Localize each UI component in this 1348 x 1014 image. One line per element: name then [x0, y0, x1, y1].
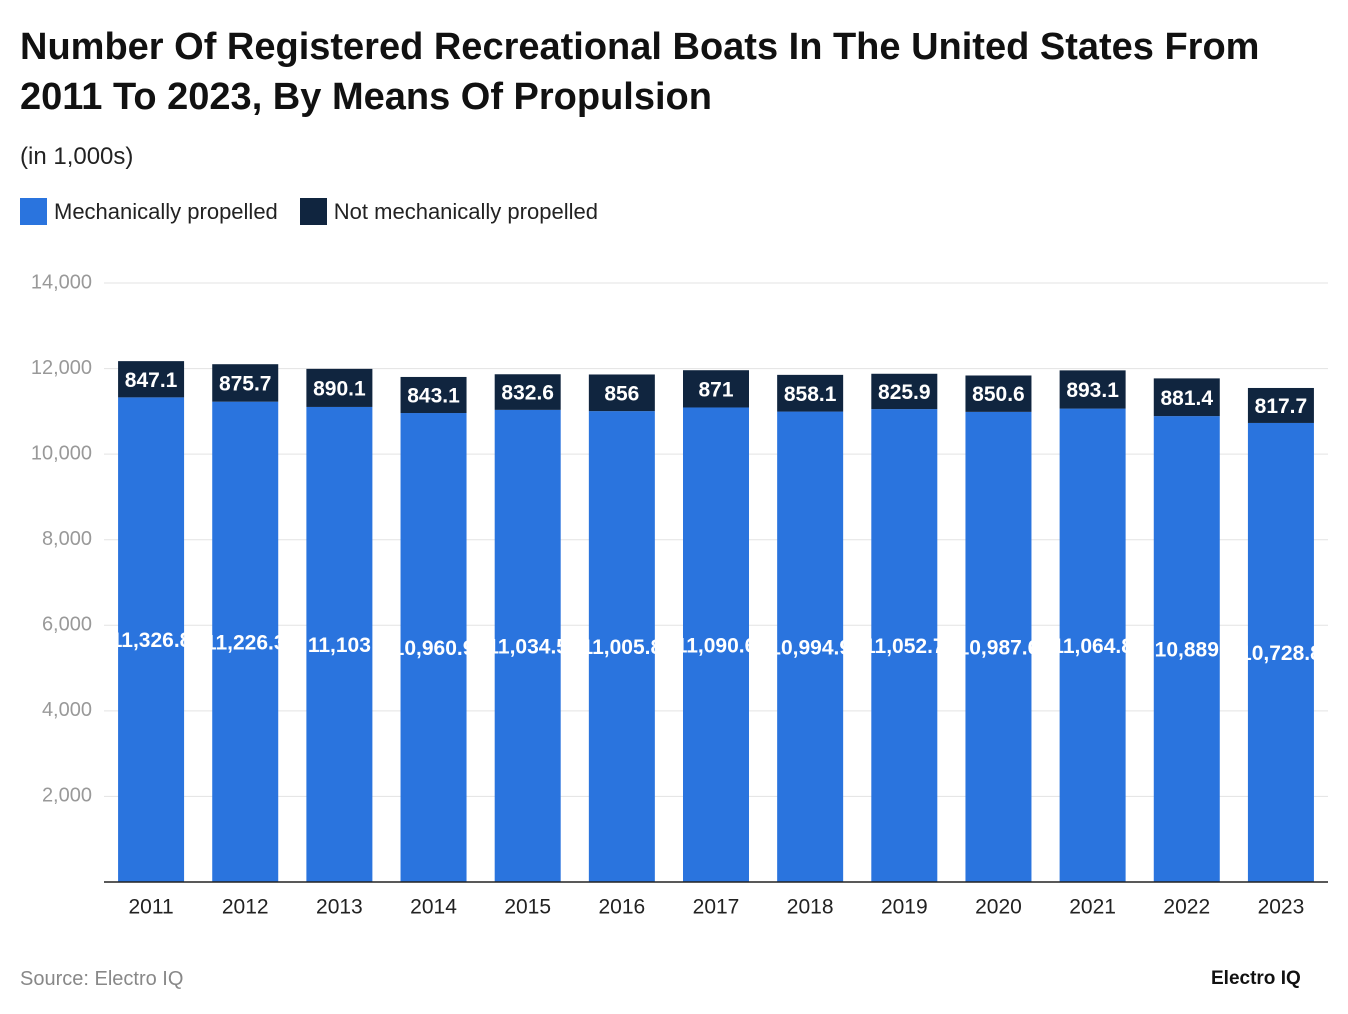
- bar-segment: [1153, 378, 1220, 417]
- bar-segment: [118, 397, 185, 882]
- legend-label: Mechanically propelled: [54, 198, 278, 224]
- data-label: 893.1: [1066, 379, 1119, 402]
- legend-item: Mechanically propelled: [20, 198, 278, 225]
- data-label: 843.1: [407, 385, 460, 408]
- data-label: 11,005.8: [582, 636, 663, 659]
- y-tick-label: 10,000: [31, 442, 92, 464]
- bar-segment: [871, 409, 938, 882]
- data-label: 875.7: [219, 372, 272, 395]
- data-label: 847.1: [125, 369, 178, 392]
- x-tick-label: 2017: [693, 896, 740, 919]
- bar-segment: [1153, 416, 1220, 882]
- y-tick-label: 4,000: [42, 699, 92, 721]
- bar-segment: [1247, 387, 1314, 423]
- data-label: 10,987.6: [958, 636, 1040, 659]
- bar-segment: [588, 411, 655, 882]
- bar-segment: [494, 374, 561, 410]
- x-tick-label: 2013: [316, 896, 363, 919]
- data-label: 11,052.7: [864, 635, 945, 658]
- bar-segment: [212, 364, 279, 402]
- data-label: 825.9: [878, 381, 931, 404]
- bar-segment: [777, 411, 844, 882]
- brand: Electro IQ: [1211, 968, 1301, 989]
- x-tick-label: 2014: [410, 896, 457, 919]
- bar-segment: [1059, 370, 1126, 409]
- data-label: 10,889: [1155, 639, 1219, 662]
- bar-segment: [118, 361, 185, 398]
- data-label: 881.4: [1160, 387, 1213, 410]
- legend-swatch: [299, 198, 327, 225]
- bar-segment: [777, 374, 844, 412]
- chart: 2,000 4,000 6,000 8,000 10,000 12,000 14,000 11…: [31, 271, 1328, 919]
- bar-segment: [871, 373, 938, 410]
- y-tick-label: 6,000: [42, 614, 92, 636]
- bar-segment: [965, 375, 1032, 412]
- bar-segment: [212, 401, 279, 882]
- data-label: 11,103: [308, 634, 371, 657]
- data-label: 11,226.3: [205, 631, 286, 654]
- data-label: 817.7: [1255, 395, 1308, 418]
- y-tick-label: 12,000: [31, 357, 92, 379]
- legend: Mechanically propelled Not mechanically p…: [20, 198, 598, 225]
- y-tick-label: 2,000: [42, 785, 92, 807]
- data-label: 11,064.8: [1052, 635, 1133, 658]
- y-tick-label: 14,000: [31, 271, 92, 293]
- data-label: 858.1: [784, 383, 837, 406]
- data-label: 11,326.8: [111, 629, 192, 652]
- bar-segment: [1247, 422, 1314, 882]
- data-label: 10,994.9: [769, 636, 851, 659]
- data-label: 871: [698, 378, 733, 401]
- data-label: 856: [604, 382, 639, 405]
- x-tick-label: 2022: [1163, 896, 1210, 919]
- y-tick-label: 8,000: [42, 528, 92, 550]
- chart-subtitle: (in 1,000s): [20, 143, 134, 170]
- x-tick-label: 2011: [128, 896, 173, 919]
- bar-segment: [400, 376, 467, 414]
- bar-segment: [683, 370, 749, 408]
- x-tick-label: 2012: [222, 896, 269, 919]
- legend-item: Not mechanically propelled: [299, 198, 598, 225]
- data-label: 11,090.6: [676, 634, 757, 657]
- bar-segment: [965, 411, 1032, 882]
- bar-segment: [588, 374, 655, 412]
- source: Source: Electro IQ: [20, 968, 184, 990]
- legend-label: Not mechanically propelled: [333, 198, 598, 224]
- data-label: 11,034.5: [487, 635, 568, 658]
- legend-swatch: [20, 198, 47, 225]
- bar-segment: [400, 413, 467, 882]
- x-tick-label: 2015: [504, 896, 551, 919]
- x-tick-label: 2020: [975, 896, 1022, 919]
- chart-title: Number Of Registered Recreational Boats …: [20, 26, 1260, 118]
- bar-segment: [1059, 408, 1126, 882]
- x-tick-label: 2021: [1069, 896, 1116, 919]
- bar-segment: [306, 406, 373, 882]
- x-tick-label: 2023: [1258, 896, 1305, 919]
- bar-segment: [494, 409, 561, 882]
- data-label: 832.6: [501, 382, 554, 405]
- data-label: 890.1: [313, 377, 366, 400]
- x-tick-label: 2018: [787, 896, 834, 919]
- x-tick-label: 2016: [598, 896, 645, 919]
- x-tick-label: 2019: [881, 896, 928, 919]
- data-label: 10,960.9: [393, 637, 475, 660]
- data-label: 10,728.8: [1240, 642, 1322, 665]
- bar-segment: [683, 407, 749, 882]
- bar-segment: [306, 368, 373, 407]
- data-label: 850.6: [972, 383, 1025, 406]
